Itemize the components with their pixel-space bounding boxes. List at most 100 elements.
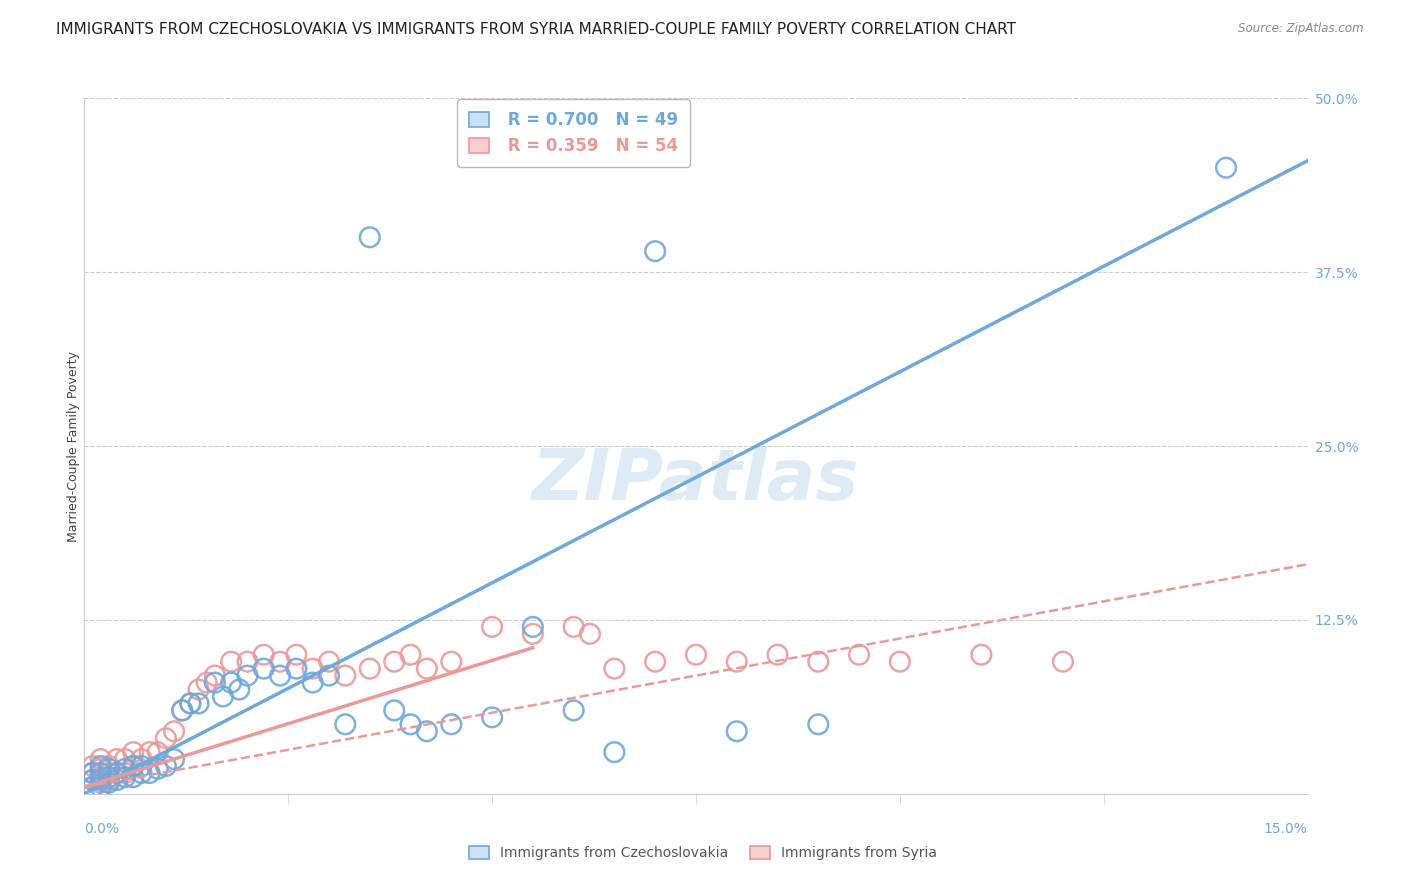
Point [301, 662, 323, 676]
Point [522, 627, 544, 641]
Legend:  R = 0.700   N = 49,  R = 0.359   N = 54: R = 0.700 N = 49, R = 0.359 N = 54 [457, 100, 690, 167]
Point [138, 766, 160, 780]
Point [685, 648, 707, 662]
Point [90, 766, 112, 780]
Text: 15.0%: 15.0% [1264, 822, 1308, 836]
Point [807, 655, 830, 669]
Point [97, 770, 120, 784]
Text: IMMIGRANTS FROM CZECHOSLOVAKIA VS IMMIGRANTS FROM SYRIA MARRIED-COUPLE FAMILY PO: IMMIGRANTS FROM CZECHOSLOVAKIA VS IMMIGR… [56, 22, 1017, 37]
Point [90, 776, 112, 790]
Point [82, 759, 104, 773]
Point [155, 759, 177, 773]
Point [195, 675, 218, 690]
Point [82, 780, 104, 794]
Point [269, 655, 291, 669]
Point [253, 648, 276, 662]
Text: 0.0%: 0.0% [84, 822, 120, 836]
Text: Source: ZipAtlas.com: Source: ZipAtlas.com [1239, 22, 1364, 36]
Point [97, 762, 120, 776]
Point [359, 662, 381, 676]
Point [603, 745, 626, 759]
Point [131, 759, 153, 773]
Point [122, 759, 145, 773]
Point [382, 703, 405, 717]
Point [82, 780, 104, 794]
Point [90, 752, 112, 766]
Point [114, 752, 136, 766]
Point [382, 655, 405, 669]
Point [236, 668, 259, 682]
Point [146, 745, 169, 759]
Point [1215, 161, 1237, 175]
Point [1052, 655, 1074, 669]
Point [416, 662, 439, 676]
Point [399, 648, 422, 662]
Point [105, 766, 128, 780]
Point [219, 675, 242, 690]
Point [522, 620, 544, 634]
Point [82, 766, 104, 780]
Point [562, 620, 585, 634]
Point [138, 745, 160, 759]
Point [105, 766, 128, 780]
Point [163, 752, 186, 766]
Point [335, 668, 357, 682]
Point [105, 752, 128, 766]
Point [228, 682, 250, 697]
Point [970, 648, 993, 662]
Point [97, 772, 120, 787]
Point [172, 703, 194, 717]
Point [82, 772, 104, 787]
Point [204, 668, 226, 682]
Point [204, 675, 226, 690]
Point [122, 770, 145, 784]
Point [97, 759, 120, 773]
Point [90, 770, 112, 784]
Point [90, 762, 112, 776]
Point [399, 717, 422, 731]
Point [236, 655, 259, 669]
Legend: Immigrants from Czechoslovakia, Immigrants from Syria: Immigrants from Czechoslovakia, Immigran… [461, 839, 945, 867]
Point [219, 655, 242, 669]
Point [579, 627, 602, 641]
Point [848, 648, 870, 662]
Point [359, 230, 381, 244]
Point [179, 697, 201, 711]
Point [481, 710, 503, 724]
Text: ZIPatlas: ZIPatlas [533, 446, 859, 516]
Point [416, 724, 439, 739]
Point [318, 655, 340, 669]
Point [122, 759, 145, 773]
Point [131, 752, 153, 766]
Point [603, 662, 626, 676]
Point [212, 690, 235, 704]
Point [155, 731, 177, 746]
Point [440, 655, 463, 669]
Point [285, 648, 308, 662]
Point [163, 724, 186, 739]
Point [318, 668, 340, 682]
Y-axis label: Married-Couple Family Poverty: Married-Couple Family Poverty [66, 351, 80, 541]
Point [146, 762, 169, 776]
Point [301, 675, 323, 690]
Point [440, 717, 463, 731]
Point [114, 762, 136, 776]
Point [269, 668, 291, 682]
Point [187, 697, 209, 711]
Point [889, 655, 911, 669]
Point [90, 780, 112, 794]
Point [90, 759, 112, 773]
Point [285, 662, 308, 676]
Point [82, 766, 104, 780]
Point [114, 766, 136, 780]
Point [562, 703, 585, 717]
Point [253, 662, 276, 676]
Point [644, 244, 666, 259]
Point [179, 697, 201, 711]
Point [122, 745, 145, 759]
Point [766, 648, 789, 662]
Point [97, 776, 120, 790]
Point [105, 772, 128, 787]
Point [725, 724, 748, 739]
Point [172, 703, 194, 717]
